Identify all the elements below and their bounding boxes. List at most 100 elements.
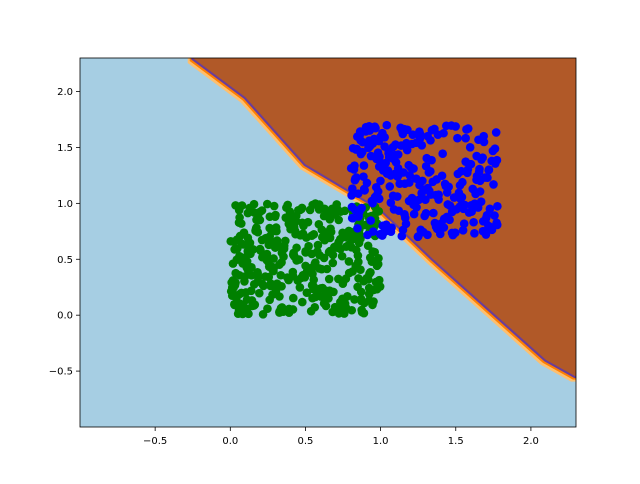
scatter-point-series-1 — [324, 274, 334, 284]
scatter-point-series-1 — [372, 207, 381, 217]
scatter-point-series-2 — [420, 211, 429, 221]
scatter-point-series-1 — [253, 269, 262, 279]
scatter-point-series-2 — [401, 219, 411, 229]
scatter-point-series-1 — [241, 260, 250, 269]
scatter-point-series-2 — [386, 198, 396, 207]
scatter-point-series-2 — [491, 128, 501, 137]
scatter-point-series-1 — [269, 264, 278, 273]
scatter-point-series-1 — [337, 251, 347, 261]
scatter-point-series-2 — [438, 149, 447, 159]
scatter-point-series-2 — [453, 133, 462, 143]
scatter-point-series-1 — [300, 272, 310, 282]
scatter-point-series-1 — [235, 231, 245, 241]
scatter-point-series-2 — [374, 162, 384, 171]
scatter-point-series-2 — [422, 153, 432, 163]
scatter-point-series-1 — [344, 240, 354, 249]
scatter-point-series-2 — [492, 155, 502, 165]
scatter-point-series-1 — [298, 218, 307, 228]
scatter-point-series-1 — [324, 294, 333, 303]
scatter-point-series-2 — [346, 163, 356, 173]
scatter-point-series-1 — [302, 288, 312, 298]
scatter-point-series-1 — [324, 209, 334, 219]
scatter-point-series-1 — [353, 282, 362, 292]
scatter-point-series-2 — [357, 203, 366, 213]
scatter-point-series-1 — [275, 307, 284, 317]
scatter-point-series-1 — [281, 236, 290, 246]
scatter-point-series-1 — [261, 233, 271, 243]
scatter-point-series-2 — [493, 201, 502, 211]
scatter-point-series-1 — [339, 300, 348, 310]
scatter-point-series-1 — [326, 227, 336, 237]
scatter-point-series-1 — [241, 288, 251, 297]
scatter-point-series-1 — [365, 269, 374, 279]
x-tick-label: −0.5 — [143, 436, 167, 447]
x-tick-label: 0.0 — [222, 436, 238, 447]
scatter-point-series-1 — [328, 258, 338, 268]
scatter-point-series-2 — [389, 205, 399, 214]
scatter-point-series-1 — [259, 281, 268, 291]
scatter-point-series-1 — [290, 226, 300, 236]
scatter-point-series-2 — [409, 209, 419, 219]
scatter-point-series-1 — [240, 277, 249, 286]
scatter-point-series-1 — [295, 283, 305, 292]
scatter-point-series-1 — [269, 201, 279, 211]
scatter-point-series-1 — [329, 287, 338, 297]
scatter-point-series-1 — [261, 272, 270, 281]
scatter-point-series-2 — [383, 166, 393, 175]
scatter-point-series-2 — [476, 197, 486, 206]
scatter-point-series-1 — [332, 200, 342, 209]
scatter-point-series-1 — [356, 265, 365, 274]
scatter-point-series-2 — [414, 195, 424, 205]
scatter-point-series-1 — [283, 200, 293, 210]
scatter-point-series-2 — [447, 207, 457, 217]
scatter-point-series-2 — [474, 167, 484, 176]
scatter-point-series-1 — [311, 199, 321, 209]
scatter-point-series-1 — [276, 270, 286, 280]
scatter-point-series-2 — [419, 185, 429, 195]
scatter-point-series-2 — [396, 141, 406, 150]
scatter-point-series-1 — [359, 276, 368, 286]
scatter-point-series-2 — [443, 200, 453, 209]
scatter-point-series-1 — [307, 281, 317, 290]
scatter-point-series-1 — [284, 275, 293, 285]
scatter-point-series-2 — [461, 133, 470, 143]
scatter-point-series-2 — [439, 128, 448, 138]
scatter-point-series-1 — [257, 206, 267, 215]
scatter-point-series-2 — [382, 120, 392, 130]
scatter-point-series-1 — [328, 250, 338, 260]
scatter-point-series-1 — [306, 306, 316, 316]
scatter-point-series-2 — [446, 0, 455, 4]
scatter-point-series-1 — [294, 255, 304, 264]
scatter-point-series-1 — [272, 236, 282, 245]
scatter-point-series-2 — [405, 171, 415, 180]
x-tick-label: 1.0 — [373, 436, 389, 447]
scatter-point-series-2 — [463, 124, 473, 133]
scatter-point-series-1 — [320, 235, 329, 245]
scatter-point-series-2 — [475, 187, 485, 196]
scatter-point-series-2 — [482, 210, 492, 220]
scatter-point-series-2 — [456, 194, 465, 204]
y-axis: −0.5 0.0 0.5 1.0 1.5 2.0 — [49, 87, 80, 378]
scatter-point-series-2 — [354, 212, 363, 221]
scatter-point-series-2 — [407, 139, 417, 149]
scatter-point-series-1 — [279, 244, 289, 254]
scatter-point-series-2 — [411, 174, 421, 183]
scatter-point-series-1 — [309, 230, 319, 239]
scatter-point-series-2 — [465, 143, 475, 152]
scatter-point-series-2 — [479, 137, 489, 147]
scatter-point-series-2 — [353, 224, 362, 233]
y-tick-label: 1.5 — [57, 143, 73, 154]
scatter-point-series-2 — [459, 219, 469, 229]
scatter-point-series-1 — [263, 304, 272, 314]
scatter-point-series-2 — [490, 211, 499, 220]
scatter-point-series-1 — [251, 224, 261, 234]
scatter-point-series-2 — [353, 189, 363, 198]
scatter-point-series-1 — [232, 255, 242, 265]
scatter-point-series-2 — [463, 165, 473, 174]
scatter-point-series-2 — [388, 191, 398, 201]
scatter-point-series-1 — [298, 297, 307, 307]
scatter-point-series-1 — [349, 234, 359, 244]
scatter-point-series-2 — [374, 0, 383, 4]
scatter-point-series-2 — [372, 191, 382, 200]
